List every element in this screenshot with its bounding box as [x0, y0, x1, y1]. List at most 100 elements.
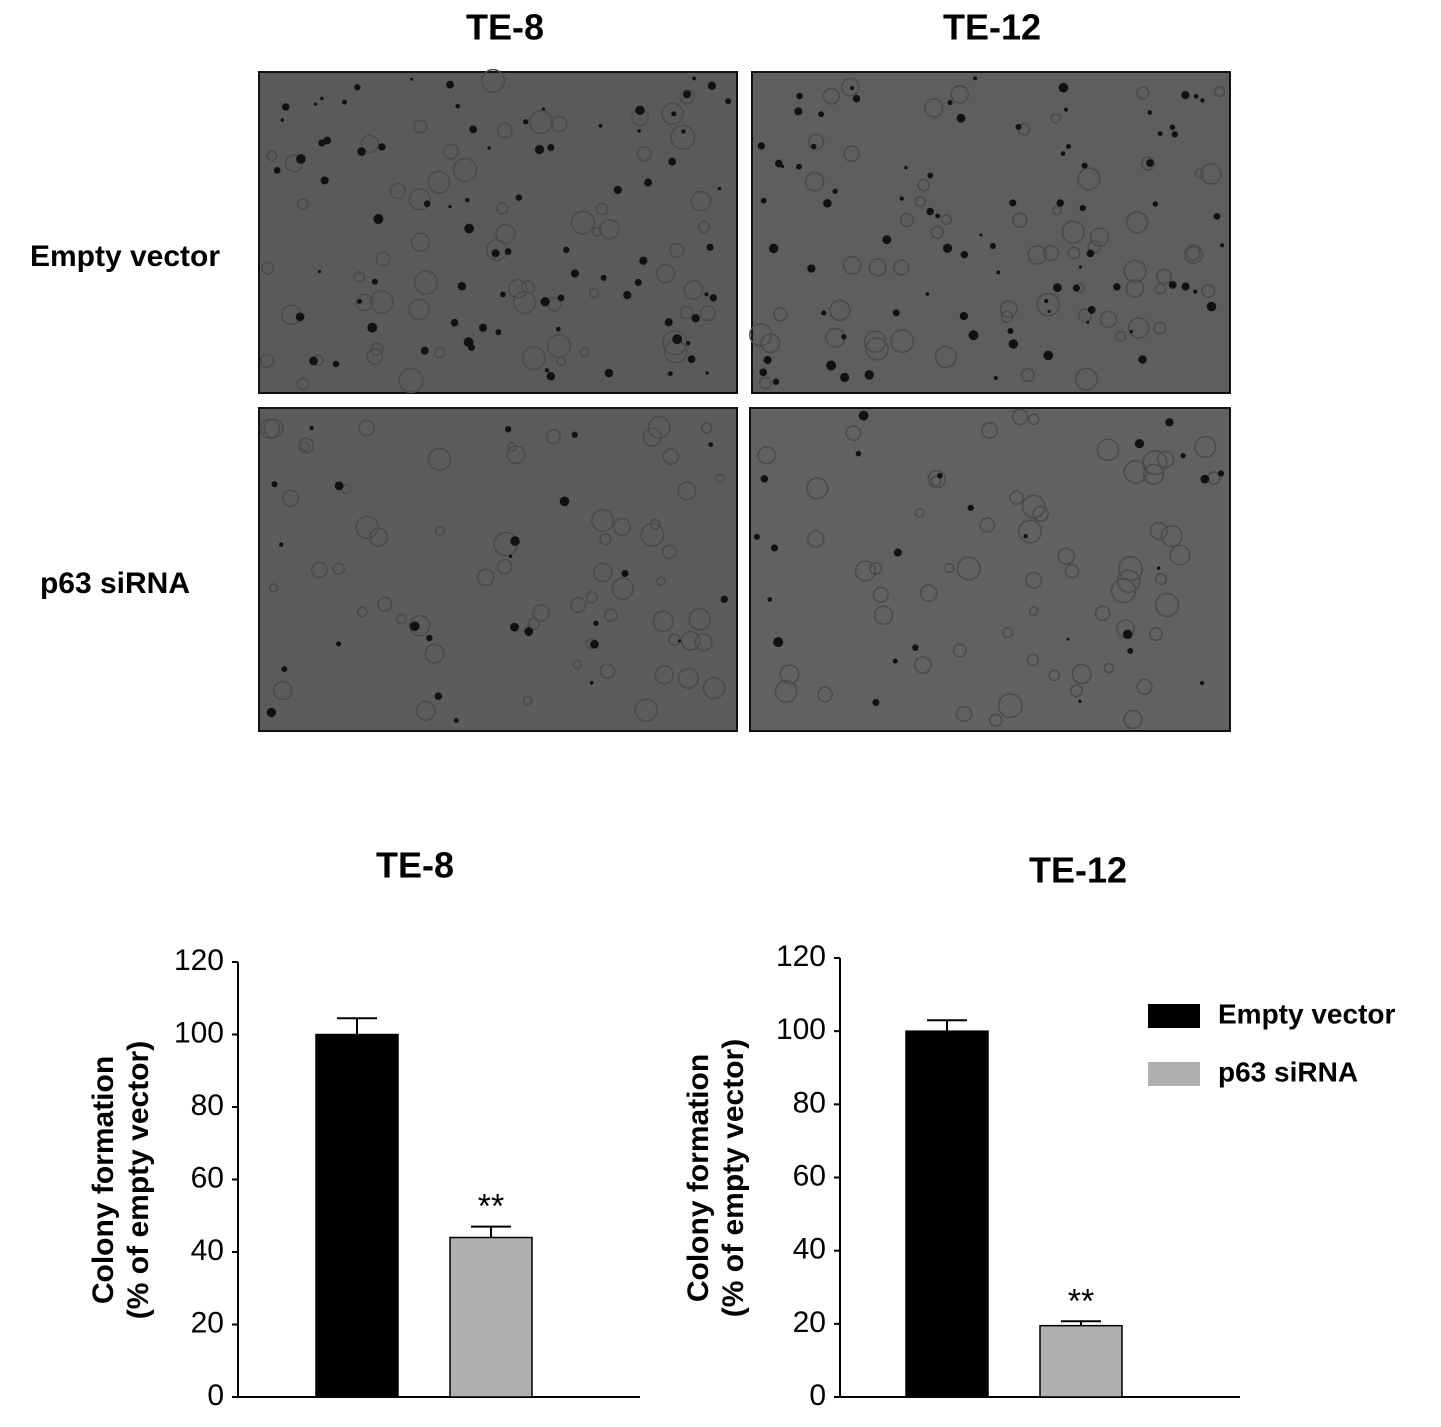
colony-dot [273, 166, 281, 174]
colony-ring [1214, 85, 1226, 97]
colony-dot [925, 292, 930, 296]
colony-dot [510, 536, 520, 546]
colony-ring [914, 507, 925, 518]
colony-dot [487, 146, 491, 150]
colony-dot [1157, 131, 1163, 137]
colony-ring [1194, 435, 1217, 459]
colony-ring [842, 255, 862, 275]
colony-ring [410, 232, 431, 252]
colony-dot [356, 298, 363, 304]
bar [905, 1030, 989, 1398]
colony-dot [852, 94, 861, 103]
colony-dot [1063, 107, 1069, 112]
colony-dot [544, 368, 550, 373]
colony-ring [669, 242, 685, 258]
colony-dot [613, 185, 622, 195]
y-tick-label: 120 [776, 940, 826, 973]
colony-ring [547, 333, 572, 359]
colony-ring [360, 134, 380, 153]
colony-ring [1186, 246, 1201, 261]
colony-dot [1066, 637, 1070, 641]
colony-dot [840, 372, 850, 383]
micrograph [751, 71, 1231, 394]
micrograph [258, 71, 738, 394]
colony-dot [559, 496, 570, 507]
colony-dot [960, 250, 969, 259]
colony-dot [708, 442, 714, 447]
colony-dot [541, 107, 546, 111]
colony-dot [540, 297, 550, 307]
colony-ring [679, 305, 694, 320]
colony-dot [753, 533, 760, 540]
colony-ring [1127, 317, 1150, 339]
colony-dot [334, 481, 344, 491]
colony-dot [1181, 90, 1190, 100]
colony-ring [1201, 283, 1216, 298]
colony-dot [409, 621, 420, 632]
colony-dot [357, 147, 366, 156]
colony-ring [774, 680, 798, 703]
colony-ring [1156, 268, 1172, 285]
colony-ring [999, 300, 1018, 318]
colony-ring [773, 306, 788, 322]
colony-ring [413, 270, 439, 295]
colony-ring [697, 220, 711, 234]
colony-dot [1199, 680, 1205, 686]
colony-ring [527, 617, 541, 630]
colony-dot [1008, 339, 1018, 349]
colony-dot [604, 368, 614, 378]
colony-ring [310, 561, 328, 579]
colony-dot [354, 84, 361, 91]
colony-ring [652, 610, 674, 633]
colony-ring [1154, 573, 1167, 586]
colony-dot [775, 159, 783, 168]
colony-dot [823, 198, 832, 208]
y-tick-label: 40 [793, 1233, 826, 1266]
colony-dot [505, 426, 512, 433]
colony-dot [704, 292, 709, 297]
colony-ring [506, 442, 517, 452]
colony-ring [261, 261, 275, 275]
colony-ring [917, 178, 930, 192]
colony-dot [1220, 243, 1225, 248]
y-axis-label: Colony formation [87, 1056, 120, 1304]
colony-dot [420, 346, 429, 355]
colony-ring [679, 89, 695, 105]
colony-ring [649, 518, 661, 531]
colony-dot [635, 105, 645, 116]
colony-dot [892, 309, 900, 317]
colony-ring [273, 680, 293, 701]
colony-dot [455, 103, 460, 109]
colony-ring [662, 448, 680, 466]
colony-ring [1200, 163, 1222, 185]
colony-dot [508, 554, 513, 558]
colony-ring [845, 425, 862, 441]
colony-ring [1123, 259, 1147, 283]
colony-ring [408, 615, 431, 637]
colony-dot [1086, 249, 1095, 258]
panel-row-label: p63 siRNA [40, 567, 190, 600]
y-tick-label: 80 [793, 1086, 826, 1119]
colony-dot [1156, 566, 1161, 570]
colony-ring [872, 586, 889, 603]
colony-ring [612, 517, 632, 536]
colony-ring [899, 212, 915, 228]
colony-ring [611, 577, 635, 600]
colony-dot [593, 620, 599, 626]
colony-ring [1011, 408, 1029, 426]
colony-dot [1081, 162, 1088, 169]
colony-ring [981, 422, 999, 440]
colony-ring [749, 323, 773, 347]
colony-dot [423, 200, 431, 208]
colony-ring [640, 522, 665, 547]
colony-ring [1050, 113, 1061, 124]
colony-ring [997, 693, 1023, 719]
colony-ring [934, 345, 957, 369]
colony-dot [589, 680, 594, 685]
colony-ring [757, 446, 776, 465]
colony-ring [1077, 167, 1101, 191]
colony-dot [295, 312, 305, 322]
colony-ring [868, 258, 887, 277]
colony-dot [453, 718, 459, 723]
colony-ring [1103, 662, 1115, 674]
